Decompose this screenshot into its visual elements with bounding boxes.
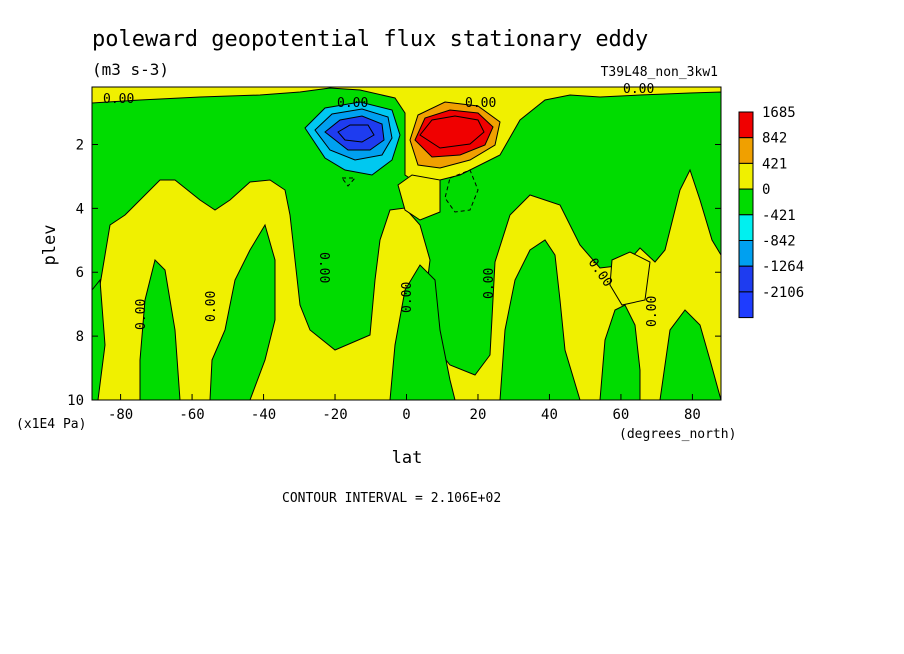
negative-region-left-pole bbox=[92, 278, 106, 400]
contour-label: 0.00 bbox=[204, 291, 219, 322]
contour-label: 0.00 bbox=[316, 252, 331, 283]
y-tick-label: 6 bbox=[76, 265, 84, 281]
dashed-contour-small bbox=[341, 177, 357, 187]
run-label: T39L48_non_3kw1 bbox=[601, 65, 718, 80]
x-axis-label: lat bbox=[392, 448, 423, 468]
x-tick-label: 20 bbox=[470, 407, 487, 423]
legend-swatch bbox=[738, 137, 754, 164]
contour-label: 0.00 bbox=[134, 299, 149, 330]
x-axis-units: (degrees_north) bbox=[619, 427, 736, 442]
color-legend: 1685 842 421 0 -421 -842 -1264 -2106 bbox=[738, 105, 804, 319]
legend-label: 1685 bbox=[762, 105, 796, 121]
y-axis: 2 4 6 8 10 bbox=[67, 137, 721, 409]
dashed-contour-tropical bbox=[444, 169, 479, 213]
legend-swatch bbox=[738, 188, 754, 216]
negative-region-mid-right bbox=[499, 239, 581, 400]
positive-islands bbox=[397, 174, 651, 306]
contour-label: 0.00 bbox=[645, 296, 660, 327]
x-tick-label: 40 bbox=[541, 407, 558, 423]
legend-label: -842 bbox=[762, 234, 796, 250]
y-tick-label: 10 bbox=[67, 393, 84, 409]
x-tick-label: 80 bbox=[684, 407, 701, 423]
x-tick-label: -80 bbox=[108, 407, 133, 423]
chart-title: poleward geopotential flux stationary ed… bbox=[92, 27, 648, 52]
positive-island-subpolar bbox=[609, 251, 651, 306]
x-axis: -80 -60 -40 -20 0 20 40 60 80 bbox=[108, 394, 701, 423]
negative-region-right-lower bbox=[599, 304, 641, 400]
y-tick-label: 2 bbox=[76, 137, 84, 153]
x-tick-label: 0 bbox=[402, 407, 410, 423]
legend-swatch bbox=[738, 265, 754, 293]
legend-swatch bbox=[738, 291, 754, 319]
legend-swatch bbox=[738, 214, 754, 242]
positive-island-tropical bbox=[397, 174, 441, 221]
contour-labels: 0.00 0.00 0.00 0.00 0.00 0.00 0.00 0.00 … bbox=[103, 82, 660, 330]
y-tick-label: 4 bbox=[76, 201, 84, 217]
negative-contour-4 bbox=[337, 124, 375, 143]
x-tick-label: -60 bbox=[179, 407, 204, 423]
legend-swatch bbox=[738, 111, 754, 139]
negative-region-right-pole bbox=[659, 309, 721, 400]
legend-swatch bbox=[738, 240, 754, 267]
y-tick-label: 8 bbox=[76, 329, 84, 345]
contour-label: 0.00 bbox=[465, 96, 496, 111]
contour-label: 0.00 bbox=[482, 268, 497, 299]
negative-region-tropical bbox=[389, 264, 456, 400]
y-axis-units: (x1E4 Pa) bbox=[16, 417, 86, 432]
contour-interval: CONTOUR INTERVAL = 2.106E+02 bbox=[282, 491, 501, 506]
x-tick-label: -40 bbox=[251, 407, 276, 423]
positive-contour-3 bbox=[419, 115, 485, 149]
legend-label: -1264 bbox=[762, 259, 804, 275]
y-axis-label: plev bbox=[40, 225, 60, 266]
negative-region-left-lower bbox=[139, 259, 181, 400]
contour-label: 0.00 bbox=[400, 282, 415, 313]
negative-center bbox=[304, 101, 401, 176]
chart-units: (m3 s-3) bbox=[92, 60, 169, 79]
plot-area bbox=[92, 87, 721, 400]
contour-label: 0.00 bbox=[103, 92, 134, 107]
dashed-contours bbox=[341, 169, 479, 213]
negative-regions bbox=[92, 87, 721, 400]
contour-label: 0.00 bbox=[623, 82, 654, 97]
contour-label: 0.00 bbox=[337, 96, 368, 111]
negative-region-mid-left bbox=[209, 223, 276, 400]
legend-label: 842 bbox=[762, 131, 787, 147]
legend-label: 0 bbox=[762, 182, 770, 198]
legend-label: 421 bbox=[762, 156, 787, 172]
legend-label: -2106 bbox=[762, 285, 804, 301]
legend-swatch bbox=[738, 162, 754, 190]
legend-label: -421 bbox=[762, 208, 796, 224]
x-tick-label: -20 bbox=[322, 407, 347, 423]
positive-center bbox=[409, 101, 501, 169]
x-tick-label: 60 bbox=[613, 407, 630, 423]
